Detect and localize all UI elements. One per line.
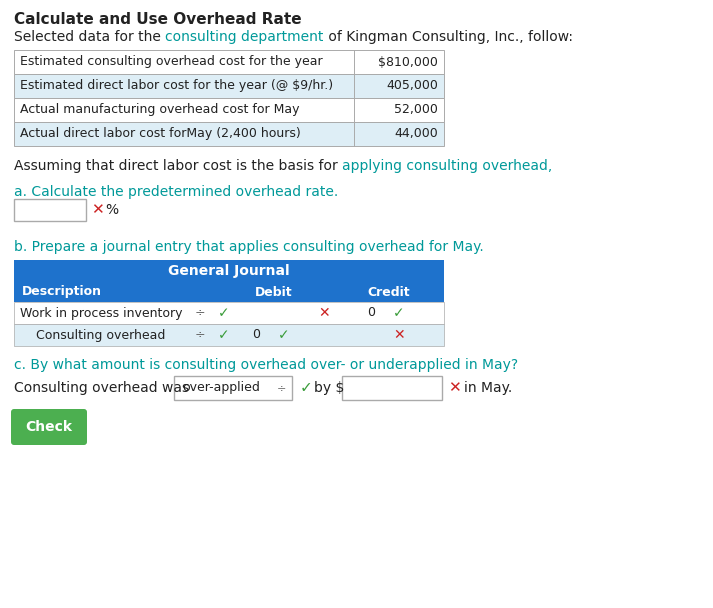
Text: ✓: ✓ — [300, 381, 313, 395]
Bar — [342, 376, 442, 400]
Text: consulting department: consulting department — [165, 30, 324, 44]
Text: Consulting overhead: Consulting overhead — [36, 328, 165, 342]
Text: ✕: ✕ — [318, 306, 330, 320]
Bar — [14, 98, 444, 122]
FancyBboxPatch shape — [11, 409, 87, 445]
Text: 0: 0 — [252, 328, 260, 342]
Text: of Kingman Consulting, Inc., follow:: of Kingman Consulting, Inc., follow: — [324, 30, 573, 44]
Text: $810,000: $810,000 — [378, 55, 438, 69]
Text: ÷: ÷ — [195, 306, 205, 319]
Text: ✓: ✓ — [393, 306, 404, 320]
Bar — [14, 260, 444, 282]
Text: Work in process inventory: Work in process inventory — [20, 306, 183, 319]
Text: by $: by $ — [314, 381, 344, 395]
Text: ✕: ✕ — [393, 328, 404, 342]
Text: ✕: ✕ — [448, 381, 461, 395]
Bar — [14, 199, 86, 221]
Text: 405,000: 405,000 — [386, 80, 438, 92]
Text: ✓: ✓ — [218, 328, 230, 342]
Text: ✕: ✕ — [91, 202, 104, 218]
Text: Actual direct labor cost forMay (2,400 hours): Actual direct labor cost forMay (2,400 h… — [20, 128, 301, 140]
Text: over-applied: over-applied — [182, 381, 260, 395]
Bar — [14, 74, 444, 98]
Bar — [14, 302, 444, 324]
Text: Check: Check — [26, 420, 73, 434]
Text: applying consulting overhead,: applying consulting overhead, — [342, 159, 553, 173]
Text: ÷: ÷ — [277, 383, 287, 393]
Text: b. Prepare a journal entry that applies consulting overhead for May.: b. Prepare a journal entry that applies … — [14, 240, 483, 254]
Bar — [14, 50, 444, 74]
Text: Estimated direct labor cost for the year (@ $9/hr.): Estimated direct labor cost for the year… — [20, 80, 333, 92]
Text: ÷: ÷ — [195, 328, 205, 342]
Text: Selected data for the: Selected data for the — [14, 30, 165, 44]
Text: Debit: Debit — [255, 286, 293, 299]
Text: in May.: in May. — [464, 381, 512, 395]
Text: Consulting overhead was: Consulting overhead was — [14, 381, 189, 395]
Text: c. By what amount is consulting overhead over- or underapplied in May?: c. By what amount is consulting overhead… — [14, 358, 518, 372]
Text: Assuming that direct labor cost is the basis for: Assuming that direct labor cost is the b… — [14, 159, 342, 173]
Text: Credit: Credit — [368, 286, 410, 299]
Text: %: % — [105, 203, 118, 217]
Bar — [14, 122, 444, 146]
Text: a. Calculate the predetermined overhead rate.: a. Calculate the predetermined overhead … — [14, 185, 338, 199]
Text: ✓: ✓ — [218, 306, 230, 320]
Text: General Journal: General Journal — [168, 264, 289, 278]
Bar — [174, 376, 292, 400]
Bar — [14, 282, 444, 302]
Text: 52,000: 52,000 — [394, 103, 438, 117]
Text: Actual manufacturing overhead cost for May: Actual manufacturing overhead cost for M… — [20, 103, 299, 117]
Text: 44,000: 44,000 — [394, 128, 438, 140]
Text: ✓: ✓ — [278, 328, 289, 342]
Bar — [14, 324, 444, 346]
Text: Description: Description — [22, 286, 102, 299]
Text: 0: 0 — [367, 306, 375, 319]
Text: Calculate and Use Overhead Rate: Calculate and Use Overhead Rate — [14, 12, 302, 27]
Text: Estimated consulting overhead cost for the year: Estimated consulting overhead cost for t… — [20, 55, 322, 69]
